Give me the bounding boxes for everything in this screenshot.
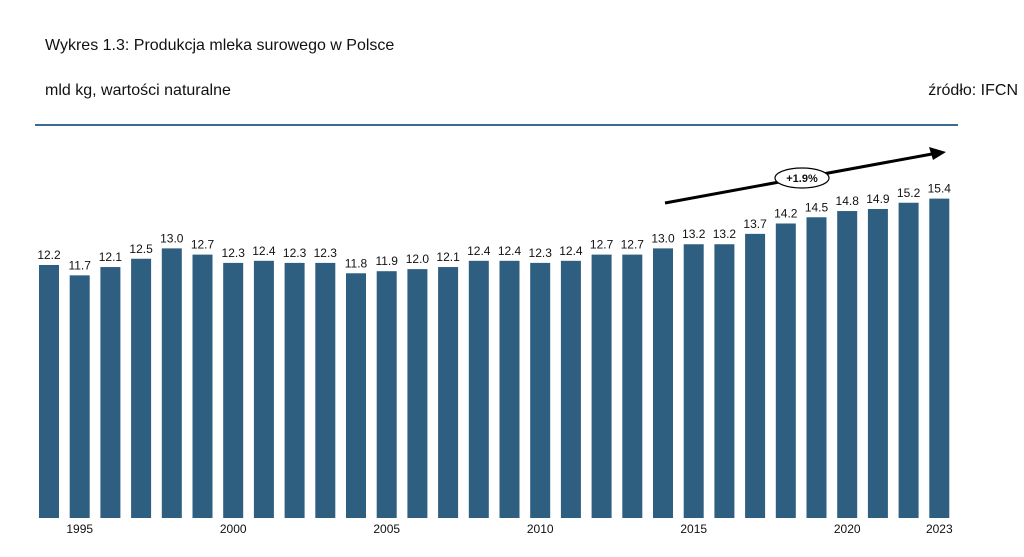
data-label-1996: 12.1	[99, 250, 123, 264]
chart-source: źródło: IFCN	[928, 82, 1018, 99]
x-tick-2005: 2005	[373, 522, 400, 536]
data-label-2006: 12.0	[406, 252, 430, 266]
data-label-2017: 13.7	[743, 217, 767, 231]
bar-2020	[837, 211, 858, 518]
data-label-2011: 12.4	[559, 244, 583, 258]
x-tick-2020: 2020	[834, 522, 861, 536]
data-label-2021: 14.9	[866, 192, 890, 206]
x-tick-2023: 2023	[926, 522, 953, 536]
data-label-2023: 15.4	[928, 182, 952, 196]
bar-2022	[898, 202, 919, 518]
data-label-2018: 14.2	[774, 206, 798, 220]
bar-2012	[591, 254, 612, 519]
growth-annotation: +1.9%	[664, 147, 946, 205]
bar-1998	[161, 248, 182, 518]
x-tick-2015: 2015	[680, 522, 707, 536]
bar-2003	[315, 262, 336, 518]
bar-1996	[100, 267, 121, 518]
data-label-2001: 12.4	[252, 244, 276, 258]
data-label-2008: 12.4	[467, 244, 491, 258]
bar-2021	[867, 208, 888, 518]
data-label-2015: 13.2	[682, 227, 706, 241]
bar-2023	[929, 198, 950, 518]
bar-2015	[683, 244, 704, 518]
data-label-2016: 13.2	[713, 227, 737, 241]
data-label-2000: 12.3	[222, 246, 246, 260]
bar-2017	[745, 233, 766, 518]
bar-2007	[438, 267, 459, 518]
data-label-2013: 12.7	[621, 238, 645, 252]
bar-1995	[69, 275, 90, 518]
growth-label-oval	[774, 167, 830, 189]
arrow-head-icon	[929, 147, 946, 160]
bar-2005	[376, 271, 397, 518]
bar-2018	[775, 223, 796, 518]
data-label-2009: 12.4	[498, 244, 522, 258]
bar-2014	[653, 248, 673, 518]
data-label-2007: 12.1	[436, 250, 460, 264]
data-label-2022: 15.2	[897, 186, 921, 200]
data-label-2003: 12.3	[314, 246, 338, 260]
data-label-2005: 11.9	[375, 254, 398, 268]
chart-subtitle: mld kg, wartości naturalne	[45, 82, 231, 99]
x-axis-ticks: 1995 2000 2005 2010 2015 2020 2023	[66, 522, 953, 536]
data-label-2010: 12.3	[529, 246, 553, 260]
x-tick-2010: 2010	[527, 522, 554, 536]
data-label-2014: 13.0	[651, 231, 675, 245]
bar-2009	[499, 260, 520, 518]
bar-2004	[346, 273, 366, 518]
data-label-1999: 12.7	[191, 238, 215, 252]
data-label-1995: 11.7	[68, 258, 91, 272]
data-label-1997: 12.5	[129, 242, 153, 256]
data-label-2004: 11.8	[345, 256, 368, 270]
bar-1999	[192, 254, 213, 519]
bar-2008	[468, 260, 489, 518]
bar-2013	[622, 254, 643, 519]
bar-1994	[39, 264, 59, 518]
bar-2006	[407, 269, 428, 518]
bar-2010	[530, 262, 551, 518]
data-label-1998: 13.0	[160, 231, 184, 245]
bar-2016	[714, 244, 735, 518]
bars: 12.2 11.7 12.1 12.5 13.0 12.7 12.3 12.4 12.3 12.3…	[37, 182, 952, 519]
bar-2001	[253, 260, 274, 518]
x-tick-2000: 2000	[220, 522, 247, 536]
bar-2000	[223, 262, 244, 518]
data-label-1994: 12.2	[37, 248, 61, 262]
data-label-2002: 12.3	[283, 246, 307, 260]
chart-title: Wykres 1.3: Produkcja mleka surowego w P…	[45, 37, 394, 54]
growth-label: +1.9%	[786, 173, 818, 185]
bar-2011	[560, 260, 581, 518]
x-tick-1995: 1995	[66, 522, 93, 536]
bar-1997	[131, 258, 152, 518]
bar-2019	[806, 217, 827, 518]
data-label-2012: 12.7	[590, 238, 614, 252]
data-label-2019: 14.5	[805, 200, 829, 214]
bar-2002	[284, 262, 305, 518]
data-label-2020: 14.8	[836, 194, 860, 208]
